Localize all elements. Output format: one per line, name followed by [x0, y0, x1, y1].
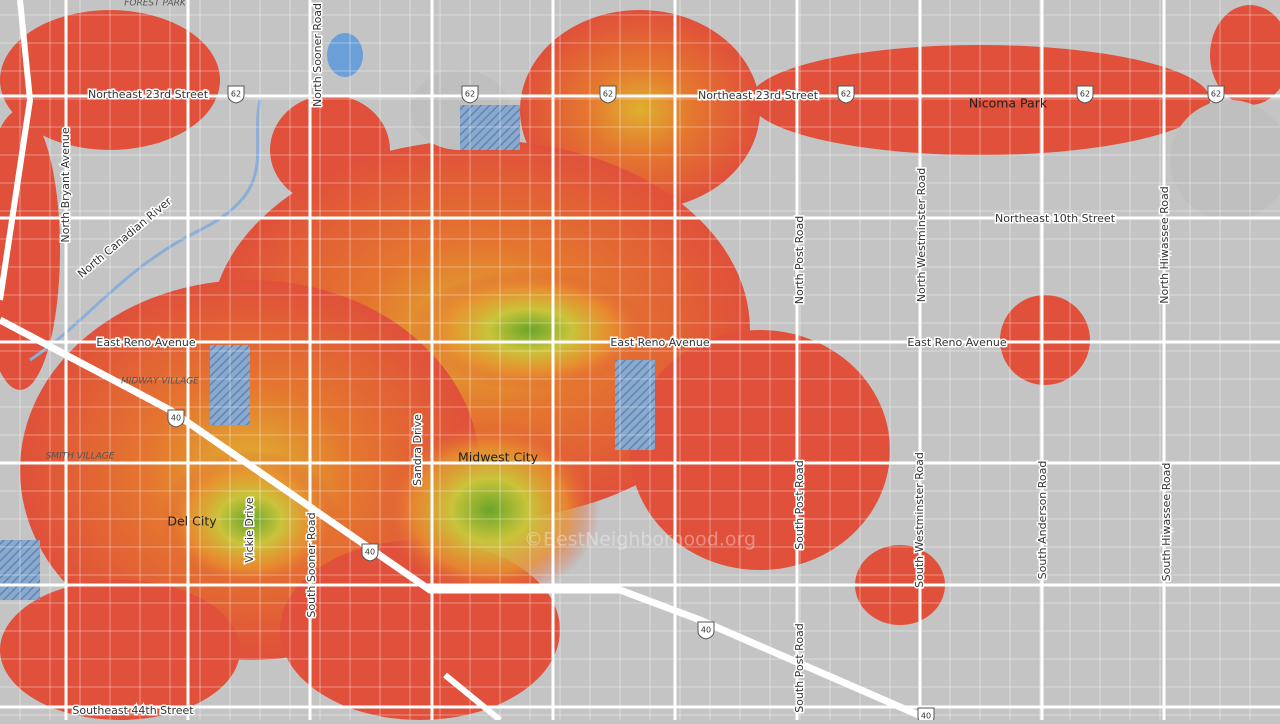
- road-label: Northeast 23rd Street: [698, 89, 819, 102]
- highway-shield: [361, 543, 379, 562]
- interstate: [0, 316, 932, 724]
- road-label: SMITH VILLAGE: [46, 452, 115, 462]
- road-label: East Reno Avenue: [907, 336, 1006, 349]
- road-label: North Bryant Avenue: [59, 127, 72, 242]
- highway-shield: [599, 85, 617, 104]
- road-label: North Post Road: [793, 216, 806, 304]
- interstate: [0, 0, 34, 301]
- road-label: Sandra Drive: [411, 414, 424, 486]
- road-label: North Westminster Road: [915, 168, 928, 302]
- road-label: Midwest City: [458, 450, 539, 465]
- shield-number: 62: [1080, 90, 1090, 99]
- shield-number: 40: [701, 626, 711, 635]
- highway-shield: [697, 621, 715, 640]
- highway-shield: [461, 85, 479, 104]
- road-label: South Westminster Road: [913, 452, 926, 588]
- road-label: South Sooner Road: [305, 512, 318, 617]
- highway-shield: [1207, 85, 1225, 104]
- road-label: Vickie Drive: [243, 497, 256, 563]
- road-label: South Post Road: [793, 460, 806, 550]
- shield-number: 62: [841, 90, 851, 99]
- road-label: Nicoma Park: [969, 96, 1048, 111]
- shield-number: 62: [1211, 90, 1221, 99]
- road-label: North Canadian River: [75, 194, 174, 280]
- highway-shield: [1076, 85, 1094, 104]
- runway: [443, 672, 502, 723]
- road-label: South Hiwassee Road: [1160, 463, 1173, 582]
- road-label: North Hiwassee Road: [1158, 186, 1171, 303]
- watermark: ©BestNeighborhood.org: [524, 529, 756, 551]
- shield-number: 62: [465, 90, 475, 99]
- shield-number: 40: [921, 712, 931, 721]
- road-label: East Reno Avenue: [96, 336, 195, 349]
- road-label: North Sooner Road: [311, 3, 324, 107]
- road-label: MIDWAY VILLAGE: [121, 377, 199, 387]
- road-label: East Reno Avenue: [610, 336, 709, 349]
- road-label: South Post Road: [793, 623, 806, 713]
- highway-shield: [227, 85, 245, 104]
- road-label: Northeast 10th Street: [995, 212, 1116, 225]
- shield-number: 62: [231, 90, 241, 99]
- road-label: Del City: [167, 514, 217, 529]
- highway-shield: [167, 409, 185, 428]
- shield-number: 40: [365, 548, 375, 557]
- shield-number: 40: [171, 414, 181, 423]
- road-label: FOREST PARK: [124, 0, 187, 9]
- shield-number: 62: [603, 90, 613, 99]
- road-label: Southeast 44th Street: [72, 704, 194, 717]
- road-label: South Anderson Road: [1036, 461, 1049, 580]
- labels: FOREST PARK North Sooner Road Northeast 23…: [46, 0, 1225, 724]
- road-label: Northeast 23rd Street: [88, 88, 209, 101]
- highway-shield: [837, 85, 855, 104]
